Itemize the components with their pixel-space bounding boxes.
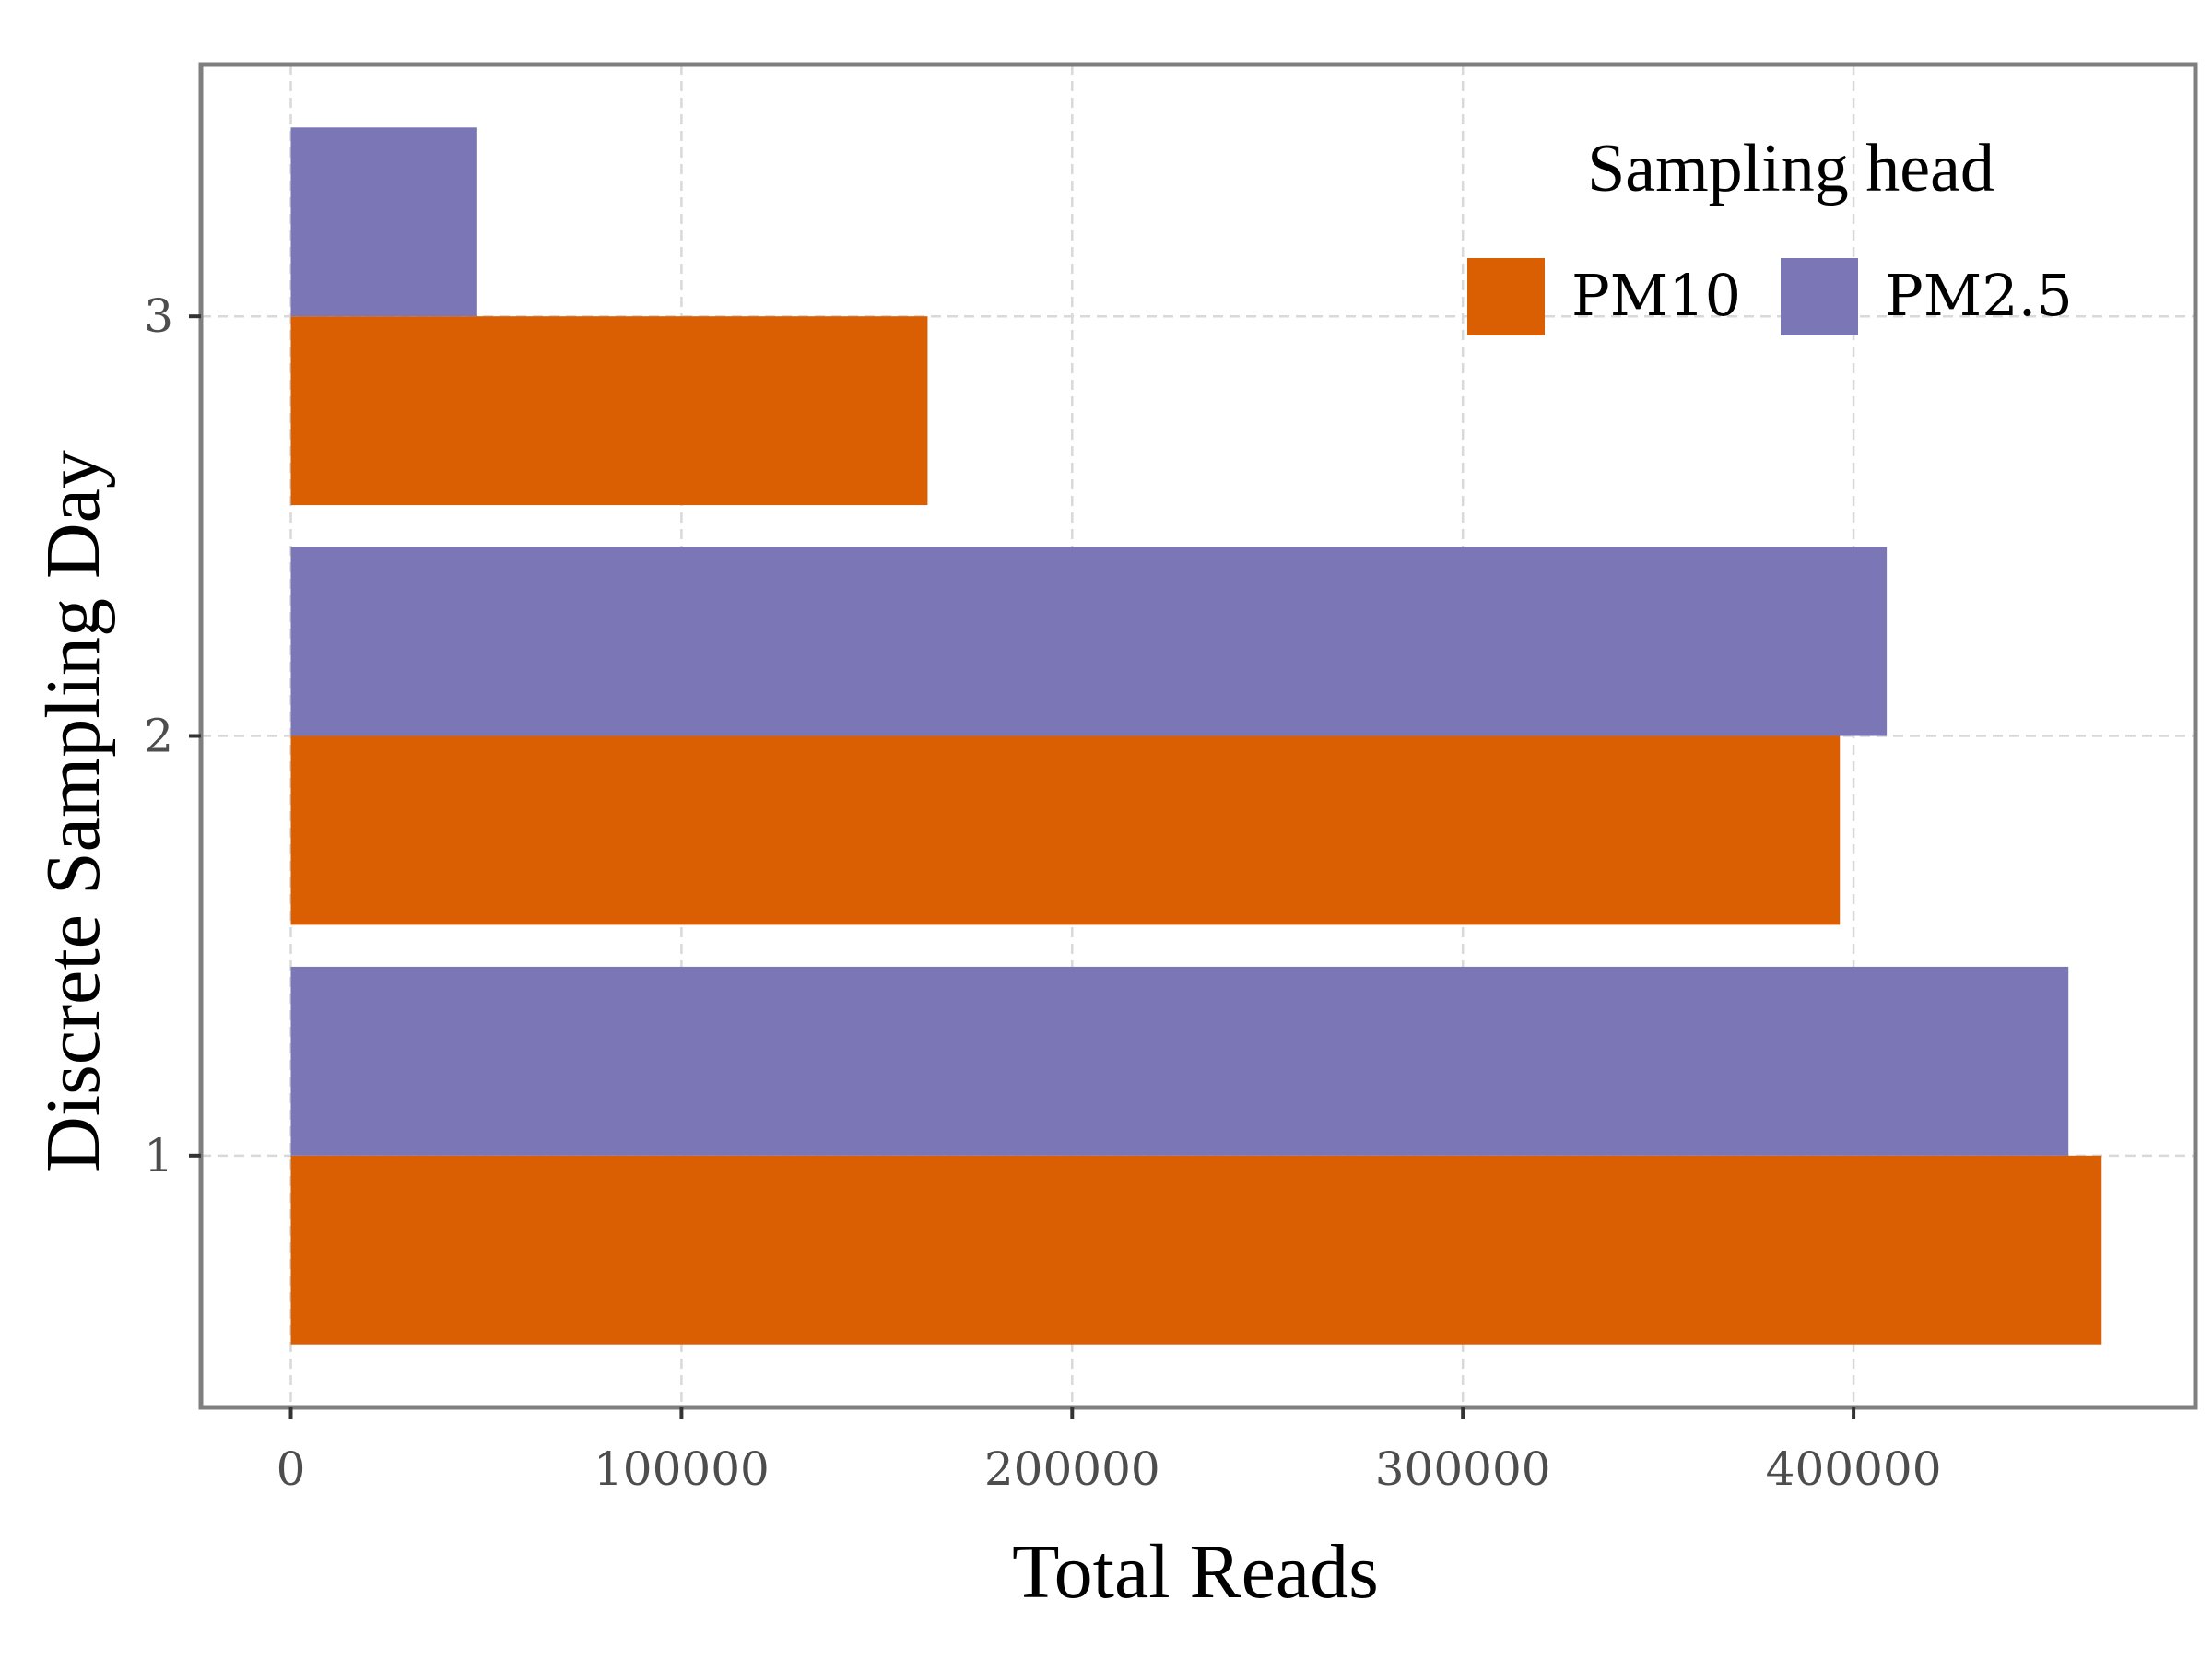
bar-pm25-day-3: [290, 127, 476, 316]
legend-label: PM10: [1571, 262, 1741, 329]
y-axis-title: Discrete Sampling Day: [30, 450, 116, 1172]
legend-label: PM2.5: [1885, 262, 2073, 329]
bar-pm10-day-3: [290, 316, 927, 505]
x-tick-label: 400000: [1766, 1442, 1942, 1496]
bar-pm25-day-1: [290, 967, 2068, 1156]
y-tick-label: 3: [144, 289, 173, 343]
x-tick-label: 0: [276, 1442, 306, 1496]
bar-pm10-day-2: [290, 736, 1840, 925]
x-tick-label: 100000: [594, 1442, 770, 1496]
legend-key-pm10: [1467, 258, 1545, 335]
y-tick-label: 2: [144, 710, 173, 763]
bar-pm10-day-1: [290, 1156, 2101, 1345]
y-tick-label: 1: [144, 1129, 173, 1182]
x-tick-label: 300000: [1375, 1442, 1551, 1496]
x-tick-label: 200000: [984, 1442, 1160, 1496]
bar-pm25-day-2: [290, 547, 1887, 736]
x-axis-title: Total Reads: [1012, 1529, 1379, 1615]
legend-title: Sampling head: [1587, 131, 1994, 206]
legend-key-pm25: [1781, 258, 1858, 335]
